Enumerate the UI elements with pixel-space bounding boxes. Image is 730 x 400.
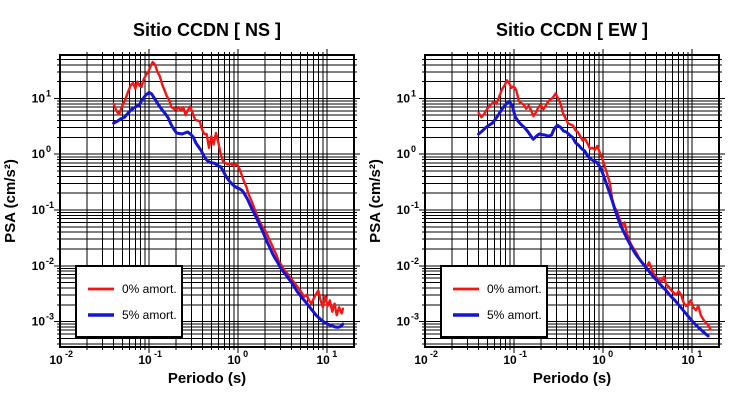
plot-frame	[423, 53, 721, 349]
y-tick-label: 10	[32, 315, 46, 329]
panel-title-ew: Sitio CCDN [ EW ]	[496, 20, 648, 40]
x-tick-exponent: -1	[154, 349, 162, 359]
y-tick-exponent: 1	[411, 88, 416, 98]
x-axis-label-ew: Periodo (s)	[533, 370, 611, 387]
y-tick-label: 10	[32, 203, 46, 217]
x-tick-exponent: 0	[243, 349, 248, 359]
y-tick-exponent: -3	[411, 312, 419, 322]
x-tick-exponent: -1	[519, 349, 527, 359]
y-axis-label-ew: PSA (cm/s²)	[367, 159, 384, 243]
curves	[477, 79, 712, 338]
y-tick-label: 10	[397, 147, 411, 161]
y-tick-label: 10	[397, 91, 411, 105]
plot-frame	[58, 53, 356, 349]
chart-panel-ns: Sitio CCDN [ NS ] Periodo (s) PSA (cm/s²…	[2, 20, 360, 387]
curve-0pct-amort	[112, 60, 345, 317]
x-tick-label: 10	[227, 353, 241, 367]
y-axis-label-ns: PSA (cm/s²)	[2, 159, 19, 243]
y-tick-label: 10	[397, 203, 411, 217]
y-tick-exponent: 0	[411, 144, 416, 154]
x-tick-exponent: -2	[65, 349, 73, 359]
y-tick-exponent: -3	[46, 312, 54, 322]
chart-panel-ew: Sitio CCDN [ EW ] Periodo (s) PSA (cm/s²…	[365, 0, 730, 400]
x-tick-label: 10	[138, 353, 152, 367]
y-tick-exponent: 1	[46, 88, 51, 98]
x-tick-label: 10	[592, 353, 606, 367]
y-tick-label: 10	[32, 259, 46, 273]
chart-ew: Sitio CCDN [ EW ] Periodo (s) PSA (cm/s²…	[367, 20, 725, 387]
y-tick-label: 10	[397, 315, 411, 329]
legend: 0% amort. 5% amort.	[440, 265, 548, 338]
plot-area-ns: 10 -2 10 -1 10 0 10 110 110 010 -110 -210 -30% amort…	[32, 49, 360, 367]
legend-label: 0% amort.	[122, 282, 177, 296]
x-tick-exponent: 0	[608, 349, 613, 359]
y-tick-exponent: -1	[411, 200, 419, 210]
x-tick-exponent: 1	[697, 349, 702, 359]
curve-0pct-amort	[477, 79, 712, 331]
x-tick-label: 10	[682, 353, 696, 367]
chart-ns: Sitio CCDN [ NS ] Periodo (s) PSA (cm/s²…	[2, 20, 360, 387]
y-tick-exponent: 0	[46, 144, 51, 154]
y-tick-exponent: -2	[411, 256, 419, 266]
tick-labels: 10 -2 10 -1 10 0 10 110 110 010 -110 -210 -3	[397, 88, 703, 367]
plot-area-ew: 10 -2 10 -1 10 0 10 110 110 010 -110 -210 -30% amort…	[397, 49, 725, 367]
y-tick-exponent: -2	[46, 256, 54, 266]
x-tick-label: 10	[503, 353, 517, 367]
curve-5pct-amort	[112, 90, 345, 329]
y-tick-label: 10	[32, 91, 46, 105]
tick-labels: 10 -2 10 -1 10 0 10 110 110 010 -110 -210 -3	[32, 88, 338, 367]
legend: 0% amort. 5% amort.	[75, 265, 183, 338]
panel-title-ns: Sitio CCDN [ NS ]	[133, 20, 281, 40]
x-tick-label: 10	[414, 353, 428, 367]
legend-box	[440, 265, 548, 338]
x-tick-label: 10	[49, 353, 63, 367]
legend-label: 5% amort.	[122, 308, 177, 322]
x-tick-exponent: -2	[430, 349, 438, 359]
x-tick-exponent: 1	[332, 349, 337, 359]
legend-box	[75, 265, 183, 338]
x-tick-label: 10	[317, 353, 331, 367]
curves	[112, 60, 345, 329]
y-tick-label: 10	[397, 259, 411, 273]
y-tick-exponent: -1	[46, 200, 54, 210]
legend-label: 0% amort.	[487, 282, 542, 296]
curve-5pct-amort	[477, 100, 710, 338]
x-axis-label-ns: Periodo (s)	[168, 370, 246, 387]
y-tick-label: 10	[32, 147, 46, 161]
legend-label: 5% amort.	[487, 308, 542, 322]
